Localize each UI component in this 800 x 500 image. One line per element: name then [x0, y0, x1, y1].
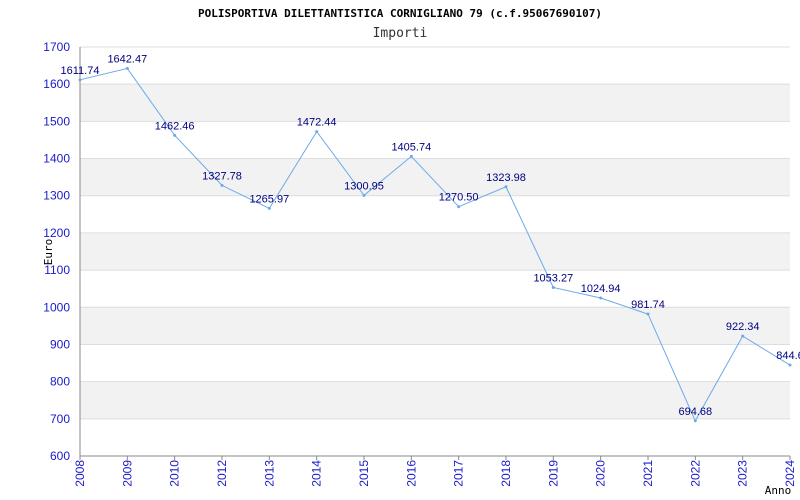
grid-band: [80, 307, 790, 345]
data-labels: 1611.74 1642.47 1462.46 1327.78 1265.97 1472.…: [61, 53, 800, 417]
data-point: [315, 130, 319, 134]
x-tick-label: 2015: [357, 460, 371, 487]
y-tick-label: 1400: [43, 152, 70, 166]
y-tick-label: 1300: [43, 189, 70, 203]
x-tick-label: 2008: [73, 460, 87, 487]
y-tick-label: 1700: [43, 40, 70, 54]
y-tick-label: 600: [50, 449, 70, 463]
data-label: 1472.44: [297, 117, 337, 129]
grid-lines: [80, 46, 790, 457]
x-tick-label: 2017: [452, 460, 466, 487]
y-tick-label: 900: [50, 337, 70, 351]
data-label: 1053.27: [533, 272, 573, 284]
y-tick-label: 1200: [43, 226, 70, 240]
x-axis-label: Anno: [765, 484, 792, 497]
grid-band: [80, 381, 790, 419]
data-label: 1323.98: [486, 172, 526, 184]
x-tick-label: 2014: [310, 460, 324, 487]
data-label: 981.74: [631, 299, 665, 311]
data-point: [362, 193, 366, 197]
data-label: 1611.74: [61, 65, 100, 77]
data-label: 1327.78: [202, 170, 242, 182]
x-tick-label: 2009: [120, 460, 134, 487]
x-tick-label: 2022: [688, 460, 702, 487]
chart-subtitle: Importi: [373, 26, 428, 41]
y-tick-label: 1500: [43, 114, 70, 128]
data-point: [457, 205, 461, 209]
grid-band: [80, 158, 790, 196]
data-label: 1265.97: [249, 193, 289, 205]
data-point: [741, 334, 745, 338]
x-tick-label: 2021: [641, 460, 655, 487]
x-tick-label: 2019: [546, 460, 560, 487]
series-line: [79, 67, 791, 422]
data-label: 1270.50: [439, 192, 479, 204]
data-point: [788, 363, 792, 367]
data-label: 1642.47: [107, 53, 147, 65]
data-point: [409, 154, 413, 158]
y-tick-label: 1600: [43, 77, 70, 91]
grid-band: [80, 84, 790, 122]
data-label: 922.34: [726, 321, 760, 333]
y-tick-label: 800: [50, 375, 70, 389]
x-tick-label: 2010: [168, 460, 182, 487]
y-axis-label: Euro: [42, 239, 55, 266]
x-tick-label: 2023: [736, 460, 750, 487]
y-tick-label: 1000: [43, 300, 70, 314]
data-point: [267, 206, 271, 210]
data-point: [220, 183, 224, 187]
x-tick-label: 2018: [499, 460, 513, 487]
chart-title: POLISPORTIVA DILETTANTISTICA CORNIGLIANO…: [198, 7, 602, 20]
y-tick-label: 1100: [44, 263, 70, 277]
data-label: 1405.74: [391, 141, 431, 153]
x-tick-label: 2020: [594, 460, 608, 487]
x-tick-label: 2016: [404, 460, 418, 487]
y-tick-label: 700: [50, 412, 70, 426]
data-point: [693, 419, 697, 423]
x-tick-label: 2013: [262, 460, 276, 487]
data-point: [504, 185, 508, 189]
axes: [79, 47, 790, 457]
series-line-group: [78, 66, 792, 423]
x-tick-label: 2012: [215, 460, 229, 487]
data-point: [78, 78, 82, 82]
data-label: 1300.95: [344, 180, 384, 192]
data-label: 694.68: [679, 406, 713, 418]
data-point: [125, 66, 129, 70]
y-axis-ticks: 600 700 800 900 1000 1100 1200 1300 1400 1500 1600…: [43, 40, 70, 463]
data-point: [551, 285, 555, 289]
x-tick-label: 2024: [783, 460, 797, 487]
data-label: 1462.46: [155, 120, 195, 132]
data-point: [173, 133, 177, 137]
data-point: [599, 296, 603, 300]
grid-bands: [80, 84, 790, 419]
data-label: 1024.94: [581, 283, 621, 295]
data-label: 844.6: [776, 350, 800, 362]
grid-band: [80, 232, 790, 271]
x-axis-ticks: 2008 2009 2010 2012 2013 2014 2015 2016 2017 2018…: [73, 456, 797, 487]
data-point: [646, 312, 650, 316]
